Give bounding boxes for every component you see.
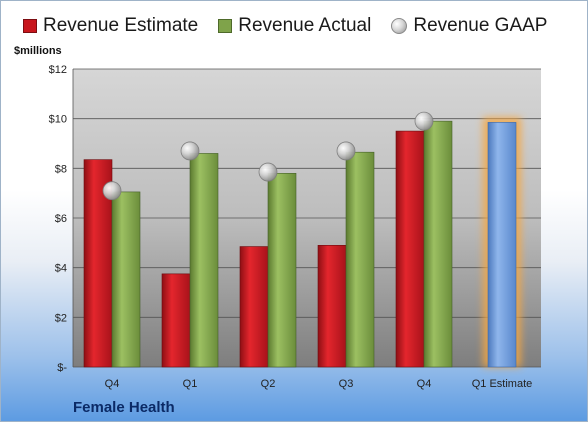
bar-revenue-estimate — [161, 273, 191, 368]
y-tick-label: $2 — [55, 312, 67, 324]
legend-item-actual: Revenue Actual — [218, 15, 371, 37]
x-tick-label: Q1 Estimate — [472, 378, 533, 390]
y-axis-unit-label: $millions — [14, 45, 62, 57]
point-revenue-gaap — [336, 141, 356, 161]
legend-label-actual: Revenue Actual — [238, 15, 372, 36]
bar-revenue-actual — [267, 173, 297, 368]
legend-item-gaap: Revenue GAAP — [391, 15, 547, 37]
y-tick-label: $- — [57, 362, 67, 374]
legend: Revenue Estimate Revenue Actual Revenue … — [23, 15, 547, 37]
y-tick-label: $6 — [55, 213, 67, 225]
bar-future-estimate — [487, 122, 517, 368]
bar-revenue-actual — [423, 120, 453, 368]
point-revenue-gaap — [102, 181, 122, 201]
x-tick-label: Q3 — [339, 378, 354, 390]
x-tick-label: Q4 — [417, 378, 432, 390]
bar-revenue-estimate — [395, 130, 425, 368]
x-tick-label: Q2 — [261, 378, 276, 390]
point-revenue-gaap — [414, 111, 434, 131]
bar-revenue-actual — [345, 151, 375, 368]
y-tick-label: $12 — [49, 64, 67, 76]
point-revenue-gaap — [180, 141, 200, 161]
bar-revenue-actual — [189, 153, 219, 368]
y-tick-label: $4 — [55, 263, 67, 275]
bar-revenue-estimate — [239, 246, 269, 368]
legend-item-estimate: Revenue Estimate — [23, 15, 198, 37]
point-revenue-gaap — [258, 162, 278, 182]
legend-swatch-estimate — [23, 19, 37, 33]
y-tick-label: $10 — [49, 114, 67, 126]
legend-swatch-gaap — [391, 18, 408, 34]
legend-label-estimate: Revenue Estimate — [43, 15, 199, 36]
x-tick-label: Q1 — [183, 378, 198, 390]
legend-swatch-actual — [218, 19, 233, 33]
company-name: Female Health — [73, 399, 175, 416]
x-tick-label: Q4 — [105, 378, 120, 390]
y-tick-label: $8 — [55, 163, 67, 175]
bar-revenue-estimate — [317, 245, 347, 368]
bar-revenue-actual — [111, 191, 141, 368]
legend-label-gaap: Revenue GAAP — [413, 15, 548, 36]
